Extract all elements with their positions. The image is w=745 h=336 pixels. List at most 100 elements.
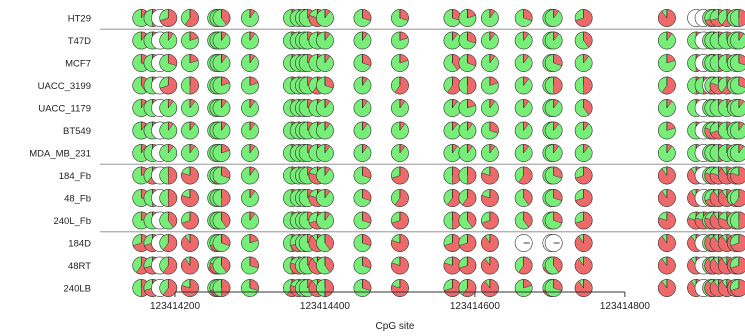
pie-mark [241,279,259,297]
pie-mark [353,31,372,50]
pie-mark [316,234,334,252]
pie-mark [544,279,563,297]
pie-mark [729,279,745,297]
pie-mark [241,31,259,50]
pie-mark [443,54,462,72]
x-tick-label: 123414600 [450,301,500,312]
pie-mark [544,234,563,252]
pie-mark [657,76,676,95]
pie-mark [316,121,334,140]
pie-mark [391,31,409,50]
pie-mark [391,166,409,185]
pie-mark [458,76,477,95]
pie-mark [241,9,259,27]
pie-mark [353,279,372,297]
pie-mark [481,234,499,252]
x-axis: 123414200 123414400 123414600 123414800 [150,291,650,312]
pie-mark [353,9,372,27]
pie-mark [657,144,676,162]
pie-mark [443,234,462,252]
sample-label: 184_Fb [59,171,91,182]
pie-mark [159,189,178,207]
pie-mark [353,121,372,140]
pie-mark [514,121,533,140]
pie-mark [443,99,462,117]
pie-mark [514,144,533,162]
pie-mark [391,144,409,162]
pie-mark [657,166,676,185]
pie-mark [481,256,499,275]
pie-mark [316,9,334,27]
pie-mark [181,234,199,252]
pie-mark [657,54,676,72]
pie-mark [391,121,409,140]
pie-mark [574,121,593,140]
pie-mark [181,99,199,117]
pie-mark [316,211,334,230]
pie-mark [181,144,199,162]
pie-mark [481,279,499,297]
pie-mark [544,9,563,27]
pie-mark [443,144,462,162]
pie-mark [353,256,372,275]
pie-mark [657,256,676,275]
pie-mark [544,99,563,117]
sample-label: 240L_Fb [53,216,91,227]
pie-mark [443,279,462,297]
pie-mark [316,144,334,162]
pie-mark [574,234,593,252]
pie-mark [391,9,409,27]
pie-mark [181,279,199,297]
pie-mark [353,99,372,117]
pie-mark [241,189,259,207]
pie-mark [212,144,231,162]
pie-mark [181,121,199,140]
sample-label: UACC_1179 [38,104,91,115]
pie-grid [132,9,745,297]
pie-mark [458,166,477,185]
pie-mark [159,211,178,230]
pie-mark [657,121,676,140]
pie-mark [729,211,745,230]
pie-mark [481,54,499,72]
pie-mark [212,211,231,230]
pie-mark [544,76,563,95]
pie-mark [241,234,259,252]
pie-mark [544,189,563,207]
pie-mark [514,234,533,252]
pie-mark [458,121,477,140]
pie-mark [443,211,462,230]
pie-mark [657,9,676,27]
sample-label: 48_Fb [64,194,91,205]
pie-mark [159,121,178,140]
pie-mark [159,54,178,72]
pie-mark [544,166,563,185]
pie-mark [316,76,334,95]
pie-mark [481,99,499,117]
pie-mark [574,256,593,275]
pie-mark [241,76,259,95]
pie-mark [729,189,745,207]
pie-mark [353,234,372,252]
pie-mark [458,189,477,207]
sample-label: UACC_3199 [38,81,91,92]
pie-mark [159,76,178,95]
pie-mark [159,234,178,252]
pie-mark [481,9,499,27]
pie-mark [212,256,231,275]
sample-label: HT29 [68,14,91,25]
x-axis-title: CpG site [376,321,415,332]
pie-mark [514,279,533,297]
pie-mark [657,279,676,297]
pie-mark [514,54,533,72]
pie-mark [443,189,462,207]
pie-mark [481,166,499,185]
pie-mark [159,9,178,27]
pie-mark [574,166,593,185]
pie-mark [729,121,745,140]
pie-mark [391,279,409,297]
pie-mark [458,144,477,162]
sample-label: MDA_MB_231 [29,149,91,160]
pie-mark [514,189,533,207]
